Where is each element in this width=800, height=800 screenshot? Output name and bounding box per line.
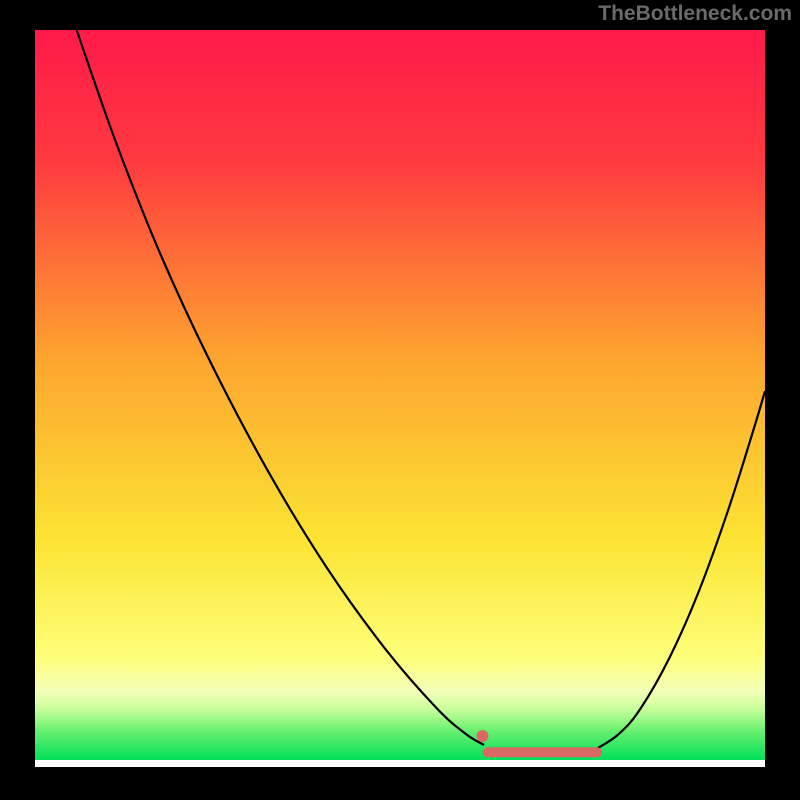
plot-area	[35, 30, 765, 767]
left-curve	[77, 30, 484, 745]
curve-layer	[35, 30, 765, 767]
current-value-dot	[476, 730, 488, 742]
right-curve	[597, 391, 765, 748]
chart-container: TheBottleneck.com	[0, 0, 800, 800]
attribution-text: TheBottleneck.com	[598, 2, 792, 26]
